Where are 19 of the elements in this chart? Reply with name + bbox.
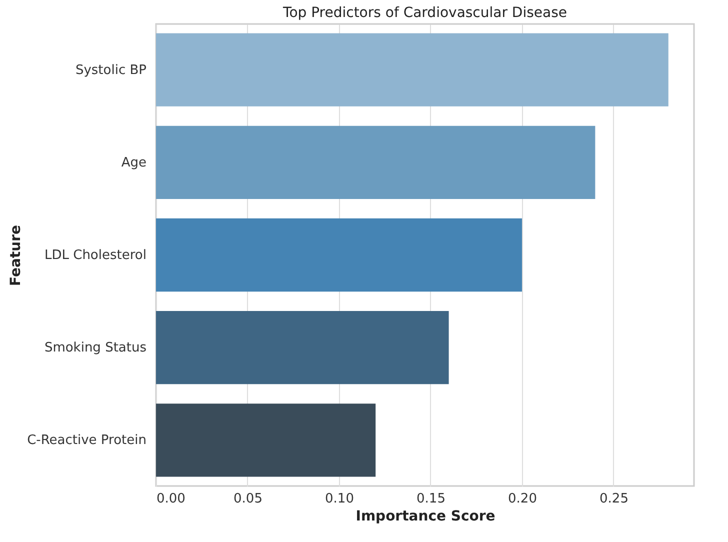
y-tick-label: Smoking Status xyxy=(44,340,147,356)
y-axis-title: Feature xyxy=(8,225,24,286)
x-tick-label: 0.10 xyxy=(325,492,354,506)
x-tick-label: 0.00 xyxy=(156,492,186,506)
y-tick-label: C-Reactive Protein xyxy=(27,433,146,448)
bar xyxy=(156,33,668,106)
x-axis-title: Importance Score xyxy=(356,508,496,524)
bar xyxy=(156,126,596,199)
x-tick-label: 0.05 xyxy=(234,492,262,506)
y-tick-label: Systolic BP xyxy=(75,62,147,78)
y-tick-label: Age xyxy=(121,155,146,170)
bar xyxy=(156,311,449,384)
chart-title: Top Predictors of Cardiovascular Disease xyxy=(282,5,567,21)
x-tick-label: 0.25 xyxy=(600,492,628,506)
x-tick-label: 0.15 xyxy=(416,492,446,506)
y-tick-label: LDL Cholesterol xyxy=(44,248,146,263)
x-tick-label: 0.20 xyxy=(508,492,537,506)
bar xyxy=(156,404,376,477)
bar xyxy=(156,218,522,292)
